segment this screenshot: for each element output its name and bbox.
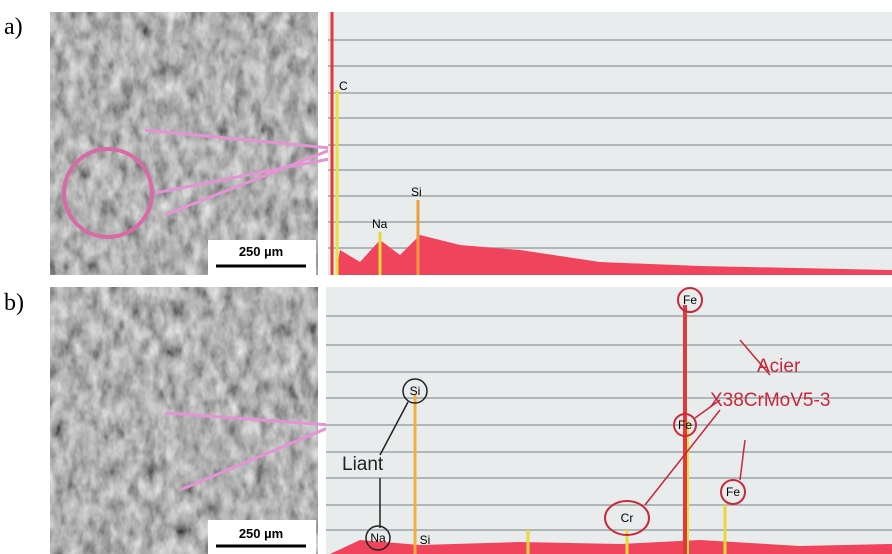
annotation: Acier bbox=[757, 356, 801, 377]
annotation: X38CrMoV5-3 bbox=[710, 390, 830, 411]
panel-label: a) bbox=[4, 14, 23, 40]
peak-label: Cr bbox=[621, 511, 634, 525]
peak-label: Na bbox=[372, 217, 388, 231]
highlight-circle bbox=[62, 147, 154, 239]
scale-bar: 250 µm bbox=[208, 520, 316, 554]
scale-label: 250 µm bbox=[239, 244, 283, 259]
peak-label: Si bbox=[420, 533, 431, 547]
peak-label: Fe bbox=[683, 293, 697, 307]
peak-label: Si bbox=[411, 185, 422, 199]
scale-label: 250 µm bbox=[239, 526, 283, 541]
peak-label: Si bbox=[410, 384, 421, 398]
annotation-lines bbox=[379, 401, 409, 528]
annotation-lines bbox=[644, 339, 771, 506]
peak-label: C bbox=[339, 79, 348, 93]
peak-label: Na bbox=[370, 531, 386, 545]
panel-label: b) bbox=[4, 290, 24, 316]
arrows bbox=[144, 128, 351, 217]
scale-bar: 250 µm bbox=[208, 240, 316, 275]
spectrum: C Na Si bbox=[328, 12, 892, 275]
peak-label: Fe bbox=[678, 418, 692, 432]
peak-label: Fe bbox=[726, 485, 740, 499]
annotation: Liant bbox=[342, 454, 384, 475]
spectrum: Fe Fe Fe Si Na Si Cr Liant Acier X38CrMo… bbox=[326, 287, 892, 554]
arrows bbox=[164, 411, 331, 492]
